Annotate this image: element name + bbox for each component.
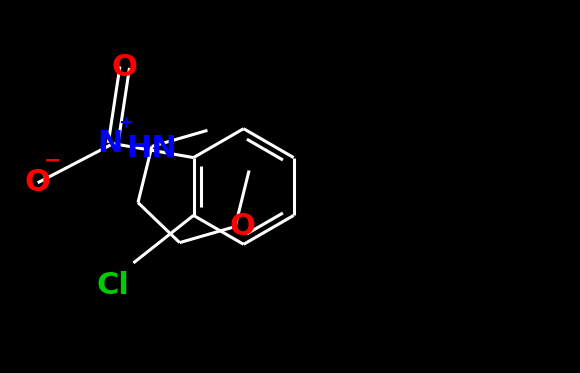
Text: O: O [229,212,255,241]
Text: O: O [112,53,137,82]
Text: +: + [118,114,133,132]
Text: HN: HN [126,134,177,163]
Text: O: O [25,168,50,197]
Text: −: − [44,150,61,170]
Text: Cl: Cl [97,271,129,300]
Text: N: N [97,129,123,158]
